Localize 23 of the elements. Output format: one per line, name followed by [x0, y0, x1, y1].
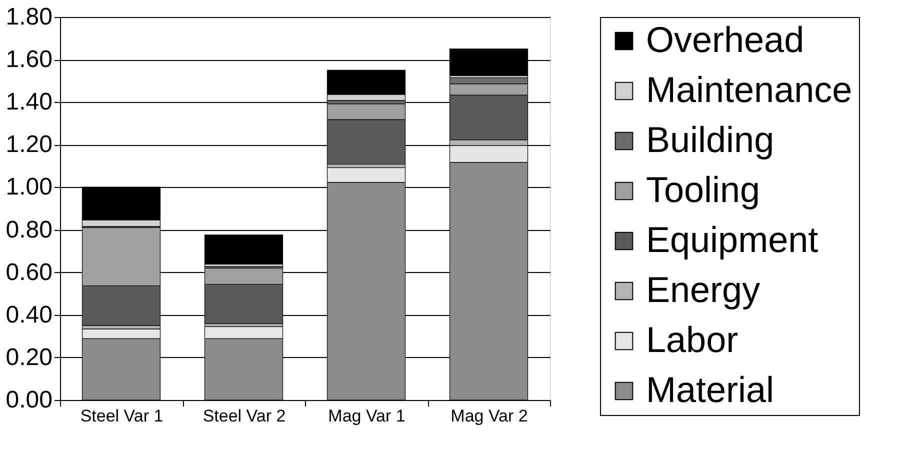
y-tick-label: 0.80 [6, 216, 52, 244]
legend-label: Labor [646, 319, 738, 360]
legend-label: Energy [646, 269, 760, 310]
x-tick-label: Steel Var 2 [202, 406, 286, 426]
legend-label: Equipment [646, 219, 818, 260]
y-tick-label: 1.20 [6, 131, 52, 158]
x-tick-label: Mag Var 2 [450, 406, 528, 426]
y-tick-label: 0.00 [6, 386, 52, 414]
legend-label: Material [646, 369, 774, 410]
y-tick-label: 1.60 [6, 46, 52, 74]
y-tick-label: 0.20 [6, 344, 52, 371]
legend-label: Tooling [646, 169, 760, 210]
legend-label: Maintenance [646, 69, 852, 110]
x-tick-label: Steel Var 1 [80, 406, 164, 426]
y-tick-label: 0.40 [6, 301, 52, 328]
y-tick-label: 1.80 [6, 4, 52, 30]
y-tick-label: 0.60 [6, 258, 52, 286]
legend-label: Building [646, 119, 774, 160]
y-tick-label: 1.00 [6, 174, 52, 201]
y-tick-label: 1.40 [6, 88, 52, 116]
x-tick-label: Mag Var 1 [328, 406, 406, 426]
bar [204, 234, 284, 264]
legend-label: Overhead [646, 19, 804, 60]
